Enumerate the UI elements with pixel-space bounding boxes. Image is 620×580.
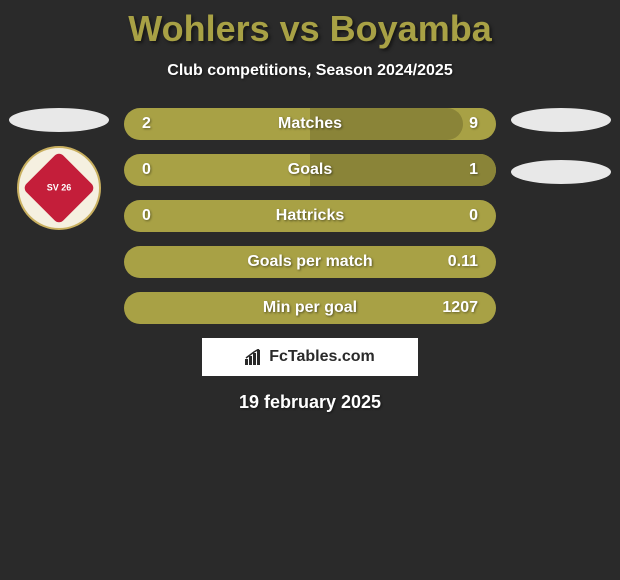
club-logo-left: SV 26 bbox=[17, 146, 101, 230]
stat-label: Goals per match bbox=[247, 253, 372, 271]
chart-icon bbox=[245, 349, 265, 365]
stat-left-value: 2 bbox=[142, 115, 182, 133]
stat-row-hattricks: 0 Hattricks 0 bbox=[124, 200, 496, 232]
stat-right-value: 0 bbox=[438, 207, 478, 225]
page-title: Wohlers vs Boyamba bbox=[0, 0, 620, 50]
stat-right-value: 0.11 bbox=[438, 253, 478, 271]
right-column bbox=[506, 108, 616, 198]
stat-label: Min per goal bbox=[263, 299, 357, 317]
date-text: 19 february 2025 bbox=[0, 392, 620, 413]
stat-left-value: 0 bbox=[142, 207, 182, 225]
stat-row-gpm: Goals per match 0.11 bbox=[124, 246, 496, 278]
left-column: SV 26 bbox=[4, 108, 114, 234]
stat-right-value: 9 bbox=[438, 115, 478, 133]
club-logo-text: SV 26 bbox=[47, 184, 72, 193]
player-placeholder-left bbox=[9, 108, 109, 132]
stat-row-mpg: Min per goal 1207 bbox=[124, 292, 496, 324]
stat-row-matches: 2 Matches 9 bbox=[124, 108, 496, 140]
stat-rows: 2 Matches 9 0 Goals 1 0 Hattricks 0 Goal… bbox=[124, 108, 496, 324]
stat-label: Goals bbox=[288, 161, 332, 179]
player-placeholder-right-2 bbox=[511, 160, 611, 184]
page-subtitle: Club competitions, Season 2024/2025 bbox=[0, 62, 620, 80]
footer-badge[interactable]: FcTables.com bbox=[202, 338, 418, 376]
stat-right-value: 1 bbox=[438, 161, 478, 179]
stat-left-value: 0 bbox=[142, 161, 182, 179]
player-placeholder-right-1 bbox=[511, 108, 611, 132]
stat-right-value: 1207 bbox=[438, 299, 478, 317]
stat-row-goals: 0 Goals 1 bbox=[124, 154, 496, 186]
stat-label: Matches bbox=[278, 115, 342, 133]
footer-text: FcTables.com bbox=[269, 348, 375, 366]
stat-label: Hattricks bbox=[276, 207, 344, 225]
comparison-content: SV 26 2 Matches 9 0 Goals 1 0 Hattricks … bbox=[0, 108, 620, 413]
